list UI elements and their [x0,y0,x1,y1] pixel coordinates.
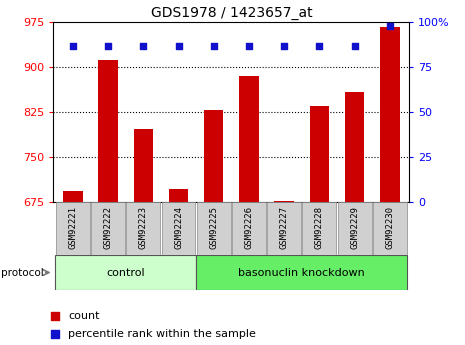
Bar [197,202,231,255]
Text: protocol: protocol [1,268,44,277]
Bar [302,202,336,255]
Bar [56,202,90,255]
Bar [196,255,407,290]
Bar [239,76,259,202]
Text: GSM92229: GSM92229 [350,206,359,249]
Text: count: count [68,311,100,321]
Text: GSM92222: GSM92222 [104,206,113,249]
Text: GSM92224: GSM92224 [174,206,183,249]
Point [323,253,330,258]
Bar [99,60,118,202]
Bar [380,27,399,202]
Bar [232,202,266,255]
Text: GSM92230: GSM92230 [385,206,394,249]
Point [140,43,147,49]
Text: GSM92225: GSM92225 [209,206,218,249]
Point [245,43,252,49]
Point [280,43,288,49]
Point [323,86,330,92]
Bar [126,202,160,255]
Point [175,43,182,49]
Text: basonuclin knockdown: basonuclin knockdown [239,268,365,277]
Bar [204,110,223,202]
Point [316,43,323,49]
Text: GSM92227: GSM92227 [279,206,289,249]
Title: GDS1978 / 1423657_at: GDS1978 / 1423657_at [151,6,312,20]
Bar [91,202,125,255]
Bar [55,255,196,290]
Bar [338,202,372,255]
Text: GSM92226: GSM92226 [245,206,253,249]
Bar [133,129,153,202]
Point [210,43,218,49]
Text: control: control [106,268,145,277]
Text: GSM92228: GSM92228 [315,206,324,249]
Point [386,23,393,29]
Bar [373,202,407,255]
Bar [63,191,82,202]
Point [69,43,77,49]
Bar [274,201,294,202]
Point [351,43,359,49]
Bar [162,202,195,255]
Text: percentile rank within the sample: percentile rank within the sample [68,329,256,339]
Bar [345,92,364,202]
Point [104,43,112,49]
Bar [169,189,188,202]
Bar [310,106,329,202]
Text: GSM92223: GSM92223 [139,206,148,249]
Bar [267,202,301,255]
Text: GSM92221: GSM92221 [68,206,77,249]
